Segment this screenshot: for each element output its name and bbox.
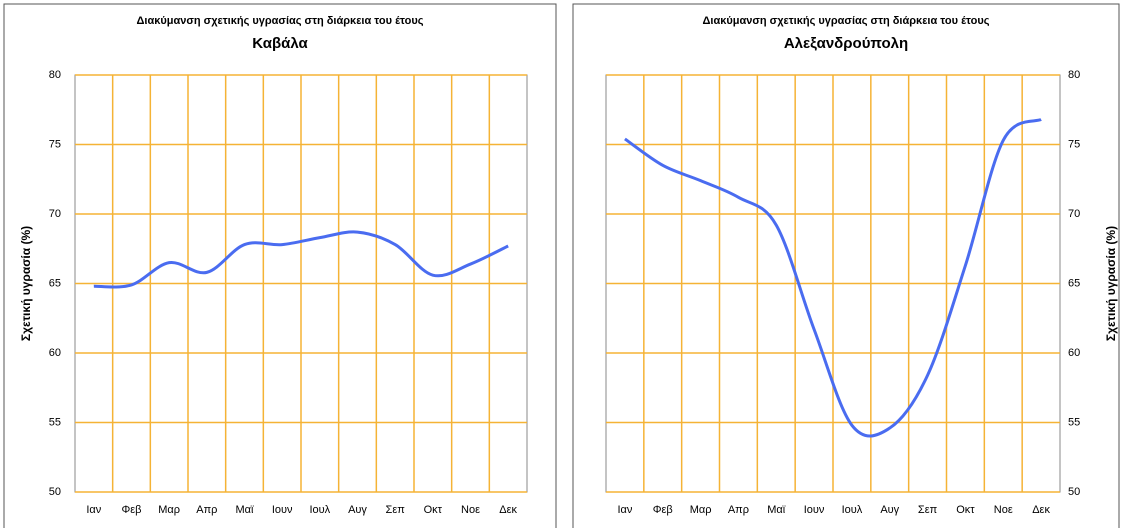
y-tick-label: 60 bbox=[1068, 347, 1080, 359]
y-tick-label: 80 bbox=[1068, 69, 1080, 81]
y-tick-label: 65 bbox=[49, 277, 61, 289]
panel-border bbox=[572, 3, 1120, 528]
x-tick-label: Μαρ bbox=[690, 504, 712, 516]
x-tick-label: Σεπ bbox=[386, 504, 406, 516]
x-tick-label: Δεκ bbox=[499, 504, 517, 516]
x-tick-label: Απρ bbox=[196, 504, 217, 516]
x-tick-label: Απρ bbox=[728, 504, 749, 516]
x-tick-label: Αυγ bbox=[348, 504, 367, 516]
y-axis-label: Σχετική υγρασία (%) bbox=[19, 226, 33, 341]
y-tick-label: 65 bbox=[1068, 277, 1080, 289]
x-tick-label: Ιαν bbox=[617, 504, 632, 516]
y-tick-label: 60 bbox=[49, 347, 61, 359]
x-tick-label: Φεβ bbox=[121, 504, 141, 516]
y-tick-label: 55 bbox=[49, 416, 61, 428]
x-tick-label: Οκτ bbox=[956, 504, 975, 516]
data-line bbox=[93, 230, 509, 289]
y-tick-label: 50 bbox=[49, 486, 61, 498]
x-tick-label: Ιουν bbox=[272, 504, 293, 516]
x-tick-label: Μαρ bbox=[158, 504, 180, 516]
chart-subtitle: Καβάλα bbox=[252, 35, 308, 52]
y-axis-label: Σχετική υγρασία (%) bbox=[1104, 226, 1118, 341]
x-tick-label: Μαϊ bbox=[236, 504, 255, 516]
data-line bbox=[624, 118, 1042, 438]
y-tick-label: 75 bbox=[49, 138, 61, 150]
x-tick-label: Δεκ bbox=[1032, 504, 1050, 516]
y-tick-label: 70 bbox=[1068, 208, 1080, 220]
x-tick-label: Σεπ bbox=[918, 504, 938, 516]
chart-subtitle: Αλεξανδρούπολη bbox=[784, 35, 908, 52]
x-tick-label: Ιουλ bbox=[309, 504, 330, 516]
x-tick-label: Ιουν bbox=[804, 504, 825, 516]
y-tick-label: 50 bbox=[1068, 486, 1080, 498]
x-tick-label: Μαϊ bbox=[767, 504, 786, 516]
y-tick-label: 75 bbox=[1068, 138, 1080, 150]
x-tick-label: Ιουλ bbox=[842, 504, 863, 516]
x-tick-label: Νοε bbox=[994, 504, 1013, 516]
panel-border bbox=[3, 3, 557, 528]
chart-title: Διακύμανση σχετικής υγρασίας στη διάρκει… bbox=[137, 15, 424, 27]
x-tick-label: Αυγ bbox=[880, 504, 899, 516]
y-tick-label: 80 bbox=[49, 69, 61, 81]
x-tick-label: Νοε bbox=[461, 504, 480, 516]
y-tick-label: 55 bbox=[1068, 416, 1080, 428]
x-tick-label: Φεβ bbox=[653, 504, 673, 516]
chart-title: Διακύμανση σχετικής υγρασίας στη διάρκει… bbox=[703, 15, 990, 27]
x-tick-label: Οκτ bbox=[424, 504, 443, 516]
y-tick-label: 70 bbox=[49, 208, 61, 220]
x-tick-label: Ιαν bbox=[86, 504, 101, 516]
